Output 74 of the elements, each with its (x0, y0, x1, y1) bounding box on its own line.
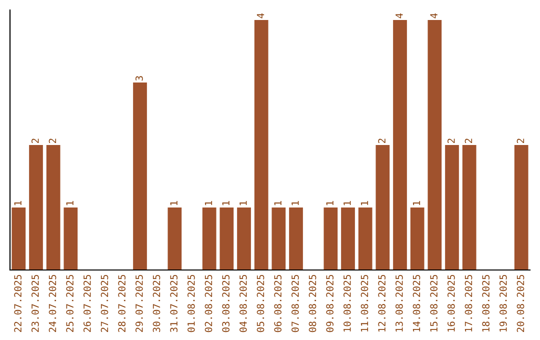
x-tick-label: 09.08.2025 (326, 274, 334, 332)
x-tick-label: 03.08.2025 (222, 274, 230, 332)
x-tick-label: 06.08.2025 (274, 274, 282, 332)
bar (324, 208, 338, 270)
x-tick-label: 04.08.2025 (239, 274, 247, 332)
data-label: 1 (222, 201, 230, 206)
bar (29, 145, 43, 270)
x-tick-label: 19.08.2025 (499, 274, 507, 332)
x-tick-label: 11.08.2025 (360, 274, 368, 332)
x-tick-label: 16.08.2025 (447, 274, 455, 332)
bar (237, 208, 251, 270)
data-label: 4 (396, 13, 403, 18)
x-tick-label: 05.08.2025 (256, 274, 264, 332)
bar (12, 208, 26, 270)
x-tick-label: 20.08.2025 (516, 274, 524, 332)
x-tick-label: 13.08.2025 (395, 274, 403, 332)
data-label: 1 (274, 201, 282, 206)
data-label: 1 (412, 201, 420, 206)
x-tick-label: 22.07.2025 (14, 274, 22, 332)
x-tick-label: 28.07.2025 (118, 274, 126, 332)
x-tick-label: 26.07.2025 (83, 274, 91, 332)
data-label: 2 (378, 138, 386, 144)
x-tick-label: 27.07.2025 (100, 274, 108, 332)
bar (428, 20, 442, 270)
x-tick-label: 07.08.2025 (291, 274, 299, 332)
data-label: 1 (360, 201, 368, 206)
x-tick-label: 10.08.2025 (343, 274, 351, 332)
data-label: 1 (292, 201, 299, 206)
bar (168, 208, 182, 270)
x-tick-label: 25.07.2025 (66, 274, 74, 332)
x-tick-label: 18.08.2025 (482, 274, 490, 332)
bar (64, 208, 78, 270)
bar (133, 82, 147, 270)
bar (202, 208, 216, 270)
data-label: 4 (256, 13, 264, 18)
x-tick-label: 14.08.2025 (412, 274, 420, 332)
data-label: 1 (204, 201, 212, 206)
data-label: 3 (135, 76, 143, 81)
bar (358, 208, 372, 270)
data-label: 1 (326, 201, 334, 206)
data-label: 2 (464, 138, 472, 144)
data-label: 2 (31, 138, 39, 144)
data-label: 1 (170, 201, 178, 206)
x-tick-label: 02.08.2025 (204, 274, 212, 332)
x-tick-label: 31.07.2025 (170, 274, 178, 332)
x-tick-label: 23.07.2025 (31, 274, 39, 332)
bar (393, 20, 407, 270)
x-tick-label: 15.08.2025 (430, 274, 438, 332)
data-label: 1 (344, 201, 351, 206)
data-label: 1 (14, 201, 22, 206)
data-label: 2 (516, 138, 524, 144)
x-tick-label: 30.07.2025 (152, 274, 160, 332)
bar (445, 145, 459, 270)
data-label: 4 (430, 13, 438, 18)
data-label: 1 (240, 201, 247, 206)
bar (376, 145, 390, 270)
bar (254, 20, 268, 270)
bar (514, 145, 528, 270)
bar (462, 145, 476, 270)
x-tick-label: 24.07.2025 (48, 274, 56, 332)
x-tick-label: 17.08.2025 (464, 274, 472, 332)
x-tick-label: 01.08.2025 (187, 274, 195, 332)
bar (220, 208, 234, 270)
bar (410, 208, 424, 270)
bar (341, 208, 355, 270)
data-label: 2 (48, 138, 56, 144)
x-tick-label: 08.08.2025 (308, 274, 316, 332)
x-tick-label: 29.07.2025 (135, 274, 143, 332)
bar (272, 208, 286, 270)
data-label: 2 (447, 138, 455, 144)
bar (46, 145, 60, 270)
data-label: 1 (66, 201, 74, 206)
bar (289, 208, 303, 270)
x-tick-label: 12.08.2025 (378, 274, 386, 332)
